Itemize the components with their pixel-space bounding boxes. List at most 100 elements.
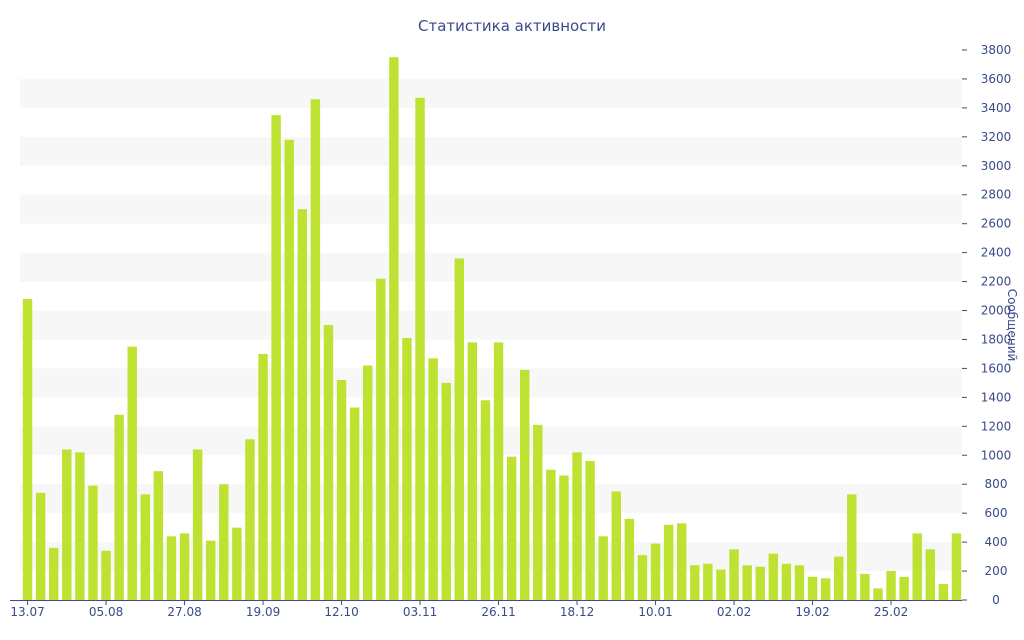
bar — [703, 563, 713, 600]
bar — [271, 115, 281, 600]
bar — [716, 569, 726, 600]
bar — [899, 576, 909, 600]
bar — [676, 523, 687, 600]
y-tick-label: 0 — [992, 593, 1000, 607]
y-tick-label: 800 — [985, 477, 1008, 491]
bar — [585, 461, 595, 600]
x-tick-label: 02.02 — [717, 605, 751, 619]
grid-band — [20, 542, 962, 572]
bar — [546, 469, 556, 600]
bar — [101, 550, 111, 600]
bar — [441, 382, 451, 600]
bar — [389, 57, 399, 601]
y-tick-label: 200 — [985, 564, 1008, 578]
bar — [75, 452, 85, 600]
bar — [951, 533, 962, 600]
bar — [297, 209, 308, 601]
bar — [533, 424, 543, 600]
x-tick-label: 25.02 — [874, 605, 908, 619]
x-tick-label: 27.08 — [167, 605, 201, 619]
y-tick-label: 2000 — [981, 304, 1012, 318]
bar — [428, 358, 438, 600]
grid-band — [20, 252, 962, 282]
y-tick-label: 1600 — [981, 361, 1012, 375]
grid-band — [20, 136, 962, 166]
bar — [205, 540, 216, 600]
y-axis-ticks: 0 200 400 600 800 1000 1200 1400 1600 1800 2000 220… — [962, 43, 1011, 607]
bar — [310, 99, 321, 601]
bar — [663, 524, 674, 600]
grid-band — [20, 426, 962, 456]
y-tick-label: 1800 — [981, 332, 1012, 346]
bar — [402, 338, 412, 600]
x-tick-label: 26.11 — [481, 605, 515, 619]
bar — [48, 547, 59, 600]
bar — [219, 484, 229, 600]
bar — [611, 491, 622, 600]
bar — [820, 578, 831, 600]
bar — [362, 365, 373, 600]
x-tick-label: 12.10 — [324, 605, 358, 619]
bar — [22, 298, 33, 600]
y-tick-label: 3400 — [981, 101, 1012, 115]
x-tick-label: 03.11 — [403, 605, 437, 619]
bar — [768, 553, 779, 600]
bar — [833, 556, 844, 600]
bar — [912, 533, 922, 600]
bar — [62, 449, 72, 600]
bar — [690, 565, 700, 600]
y-tick-label: 1000 — [981, 448, 1012, 462]
bar — [35, 492, 46, 600]
x-axis-ticks: 13.07 05.08 27.08 19.09 12.10 03.11 26.11 18.12… — [10, 600, 908, 619]
bar — [454, 258, 465, 600]
bar — [258, 353, 268, 600]
grid-band — [20, 78, 962, 108]
bar — [232, 527, 242, 600]
bar — [624, 518, 635, 600]
x-tick-label: 19.02 — [795, 605, 829, 619]
bar — [493, 342, 504, 600]
y-tick-label: 2200 — [981, 275, 1012, 289]
bar — [153, 471, 164, 600]
bar — [938, 584, 949, 600]
x-tick-label: 19.09 — [246, 605, 280, 619]
bar — [480, 400, 491, 600]
bar — [794, 565, 805, 600]
bar — [559, 475, 569, 600]
y-tick-label: 3000 — [981, 159, 1012, 173]
bar — [598, 536, 608, 600]
x-tick-label: 10.01 — [638, 605, 672, 619]
bar — [179, 533, 190, 600]
bar — [88, 485, 98, 600]
bar — [415, 97, 425, 601]
bar — [925, 549, 936, 600]
bar — [572, 452, 582, 600]
bar — [755, 566, 765, 600]
grid-band — [20, 194, 962, 224]
bar — [376, 278, 386, 600]
chart-title: Статистика активности — [418, 17, 606, 35]
bar — [886, 571, 896, 600]
bar — [519, 369, 530, 600]
bar — [114, 414, 124, 600]
y-tick-label: 600 — [985, 506, 1008, 520]
bar — [781, 563, 792, 600]
y-tick-label: 2600 — [981, 217, 1012, 231]
y-tick-label: 2400 — [981, 246, 1012, 260]
bar — [506, 456, 517, 600]
bar — [650, 543, 661, 600]
x-tick-label: 13.07 — [10, 605, 44, 619]
y-tick-label: 3600 — [981, 72, 1012, 86]
bar-series — [22, 57, 962, 601]
y-tick-label: 3800 — [981, 43, 1012, 57]
grid-band — [20, 310, 962, 340]
bar — [140, 494, 151, 600]
bar — [166, 536, 177, 600]
grid-bands — [20, 78, 962, 572]
bar — [847, 494, 857, 600]
y-tick-label: 3200 — [981, 130, 1012, 144]
bar — [349, 407, 360, 600]
bar — [127, 346, 137, 600]
x-tick-label: 05.08 — [89, 605, 123, 619]
bar — [637, 555, 648, 600]
